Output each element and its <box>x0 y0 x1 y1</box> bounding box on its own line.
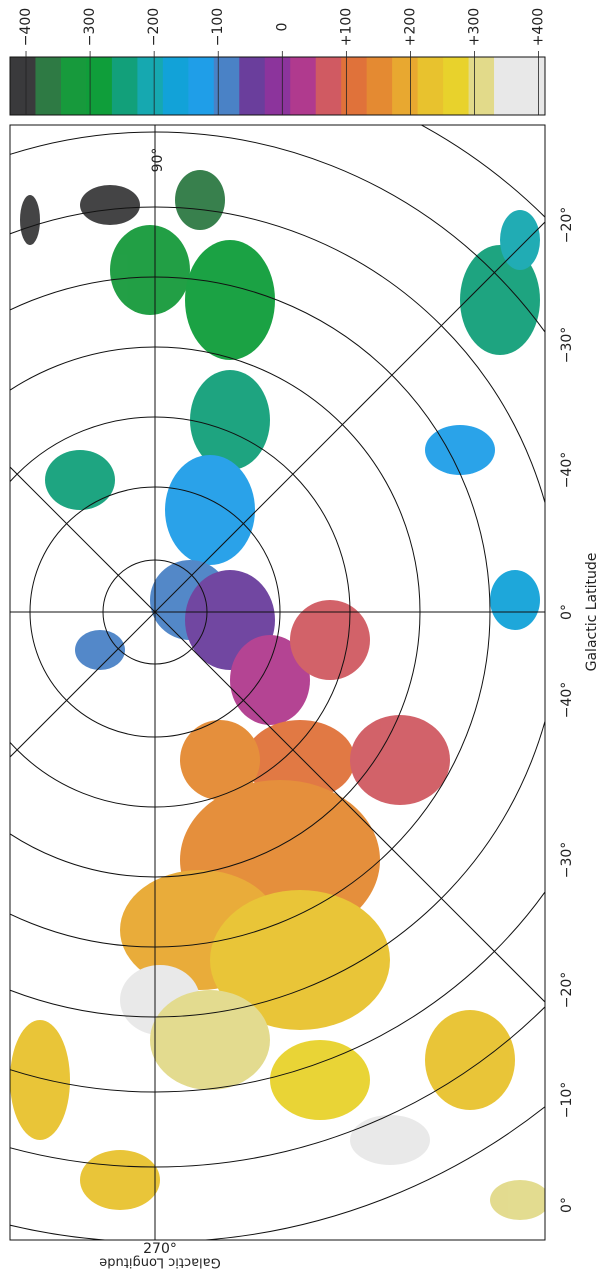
emission-regions <box>10 170 550 1220</box>
y-axis-label: Galactic Longitude <box>99 1255 220 1270</box>
colorbar-band <box>163 57 189 115</box>
colorbar-band <box>469 57 495 115</box>
colorbar-band <box>290 57 316 115</box>
colorbar-band <box>418 57 444 115</box>
colorbar-band <box>137 57 163 115</box>
colorbar-tick-label: +200 <box>402 8 418 46</box>
colorbar-band <box>239 57 265 115</box>
latitude-label: 0° <box>559 604 575 620</box>
colorbar-tick-label: −300 <box>82 8 98 46</box>
colorbar-band <box>520 57 546 115</box>
latitude-label: −20° <box>559 207 575 244</box>
figure: −400 −300 −200 −100 0 +100 +200 +300 +400 −20° −3… <box>0 0 607 1270</box>
colorbar-band <box>443 57 469 115</box>
colorbar-band <box>316 57 342 115</box>
latitude-label: 0° <box>559 1197 575 1213</box>
colorbar-tick-label: −200 <box>146 8 162 46</box>
latitude-label: −40° <box>559 452 575 489</box>
colorbar-band <box>188 57 214 115</box>
colorbar-tick-label: +400 <box>531 8 547 46</box>
longitude-label: 90° <box>150 148 166 173</box>
latitude-label: −10° <box>559 1082 575 1119</box>
latitude-label: −30° <box>559 327 575 364</box>
colorbar-band <box>112 57 138 115</box>
colorbar-tick-label: +100 <box>338 8 354 46</box>
colorbar-band <box>494 57 520 115</box>
colorbar-tick-label: +300 <box>467 8 483 46</box>
colorbar-band <box>392 57 418 115</box>
x-axis-label: Galactic Latitude <box>584 553 600 672</box>
colorbar-tick-label: 0 <box>274 23 290 32</box>
colorbar-band <box>265 57 291 115</box>
latitude-label: −20° <box>559 972 575 1009</box>
latitude-label: −40° <box>559 682 575 719</box>
colorbar: −400 −300 −200 −100 0 +100 +200 +300 +400 <box>10 8 547 115</box>
colorbar-tick-label: −400 <box>18 8 34 46</box>
emission-map <box>0 0 607 1260</box>
colorbar-band <box>367 57 393 115</box>
latitude-label: −30° <box>559 842 575 879</box>
colorbar-band <box>35 57 61 115</box>
colorbar-band <box>61 57 87 115</box>
colorbar-band <box>10 57 36 115</box>
colorbar-band <box>214 57 240 115</box>
colorbar-band <box>341 57 367 115</box>
colorbar-tick-label: −100 <box>210 8 226 46</box>
